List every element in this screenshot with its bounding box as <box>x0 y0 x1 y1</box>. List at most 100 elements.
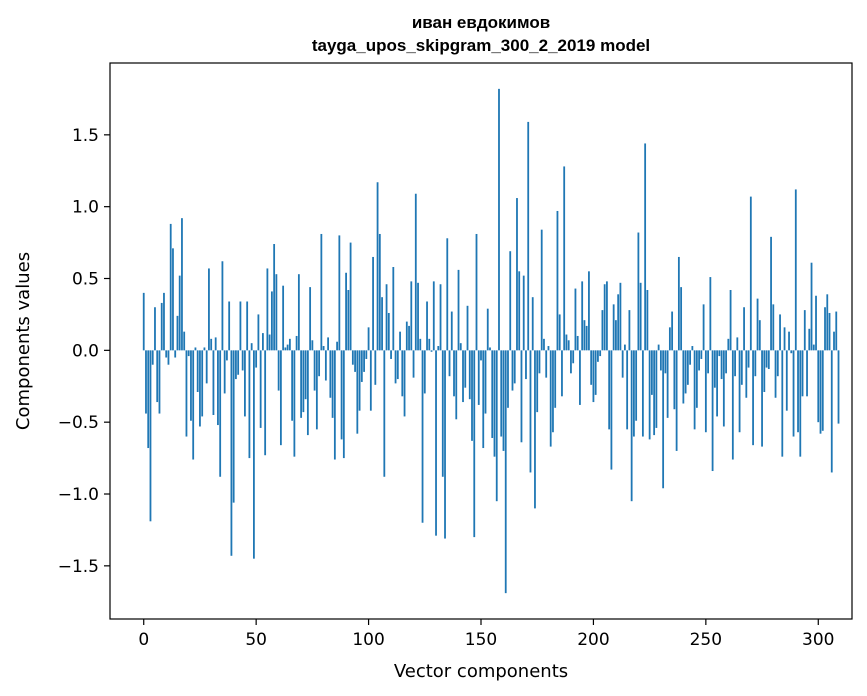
bar-component-203 <box>599 350 602 357</box>
bar-component-17 <box>181 218 183 351</box>
bar-component-240 <box>682 350 685 404</box>
bar-component-286 <box>785 350 788 411</box>
bar-component-78 <box>318 350 321 377</box>
bar-component-10 <box>165 350 168 358</box>
bar-component-64 <box>286 344 289 351</box>
bar-component-230 <box>659 350 662 371</box>
bar-component-253 <box>711 350 714 472</box>
bar-component-117 <box>405 321 408 351</box>
bar-component-81 <box>324 350 327 381</box>
bar-component-23 <box>194 347 197 351</box>
y-tick-label: 0.0 <box>72 341 99 361</box>
bar-component-299 <box>815 295 817 351</box>
bar-component-96 <box>358 350 361 411</box>
bar-component-7 <box>158 350 161 414</box>
bar-component-55 <box>266 268 269 351</box>
bar-component-0 <box>142 292 145 351</box>
bar-component-199 <box>590 350 593 385</box>
bar-component-30 <box>210 338 213 351</box>
y-tick-label: −0.5 <box>58 413 99 433</box>
bar-component-58 <box>273 244 276 351</box>
bar-component-242 <box>686 350 689 385</box>
bar-component-56 <box>268 334 271 351</box>
bar-component-255 <box>716 350 718 417</box>
bar-component-16 <box>178 275 181 351</box>
x-tick-label: 300 <box>802 630 834 650</box>
bar-component-184 <box>556 210 559 351</box>
bar-component-220 <box>637 232 640 351</box>
bar-component-283 <box>779 314 781 351</box>
bar-component-214 <box>624 344 626 351</box>
bar-component-47 <box>248 350 251 459</box>
bar-component-123 <box>419 338 422 351</box>
bar-component-99 <box>365 350 368 359</box>
bar-component-118 <box>408 325 410 351</box>
bar-component-143 <box>464 350 467 388</box>
bar-component-296 <box>808 328 811 351</box>
bar-component-181 <box>549 350 552 447</box>
x-axis-label: Vector components <box>394 661 568 682</box>
bar-component-293 <box>801 350 804 397</box>
bar-component-277 <box>765 350 768 368</box>
x-tick-label: 200 <box>577 630 609 650</box>
x-tick-label: 0 <box>138 630 149 650</box>
bar-component-193 <box>576 335 579 351</box>
bar-component-222 <box>641 350 644 437</box>
bar-component-12 <box>169 223 172 351</box>
bar-component-37 <box>226 350 228 361</box>
bar-component-271 <box>752 350 754 446</box>
bar-component-132 <box>439 284 442 351</box>
bar-component-57 <box>270 291 273 351</box>
bar-component-165 <box>513 350 516 384</box>
chart-title-line-2: tayga_upos_skipgram_300_2_2019 model <box>312 36 650 55</box>
bar-component-207 <box>608 350 611 430</box>
bar-component-15 <box>176 315 179 351</box>
bar-component-268 <box>745 350 748 398</box>
bar-component-144 <box>466 305 469 351</box>
bar-component-167 <box>518 271 521 351</box>
bar-component-119 <box>410 281 413 351</box>
bar-component-134 <box>444 350 446 539</box>
bar-component-170 <box>525 350 527 380</box>
bar-component-124 <box>421 350 424 523</box>
bar-component-187 <box>563 166 566 351</box>
bar-component-139 <box>455 350 458 420</box>
bar-component-82 <box>327 337 329 351</box>
bar-component-205 <box>603 284 606 351</box>
bar-component-62 <box>282 285 285 351</box>
bar-component-158 <box>498 88 500 351</box>
bar-component-145 <box>468 350 471 400</box>
bar-component-112 <box>394 350 397 384</box>
bar-component-6 <box>156 350 159 403</box>
bar-component-210 <box>615 320 617 351</box>
bar-component-48 <box>250 343 253 351</box>
bar-component-288 <box>790 350 793 354</box>
bar-component-110 <box>390 350 392 359</box>
bar-component-225 <box>648 350 651 440</box>
x-tick-label: 250 <box>690 630 722 650</box>
bar-component-249 <box>702 304 705 351</box>
bar-component-219 <box>635 350 638 421</box>
bar-component-160 <box>502 350 505 451</box>
y-tick-label: 1.5 <box>72 126 99 146</box>
bar-component-182 <box>552 350 554 433</box>
bar-component-177 <box>540 229 543 351</box>
bar-component-155 <box>491 350 494 438</box>
bar-component-300 <box>817 350 820 423</box>
bar-component-305 <box>828 312 831 351</box>
bar-component-266 <box>740 350 743 385</box>
bar-component-137 <box>450 311 453 351</box>
bar-component-49 <box>253 350 255 559</box>
bar-component-65 <box>288 338 291 351</box>
bar-component-180 <box>547 346 550 351</box>
bar-component-173 <box>531 297 534 351</box>
bar-component-243 <box>689 350 692 365</box>
bar-component-179 <box>545 350 548 378</box>
bar-component-28 <box>205 350 208 384</box>
bar-component-270 <box>749 196 752 351</box>
bar-component-74 <box>309 287 312 351</box>
bar-component-101 <box>369 350 372 411</box>
bar-component-267 <box>743 307 745 351</box>
bar-component-254 <box>713 350 716 388</box>
